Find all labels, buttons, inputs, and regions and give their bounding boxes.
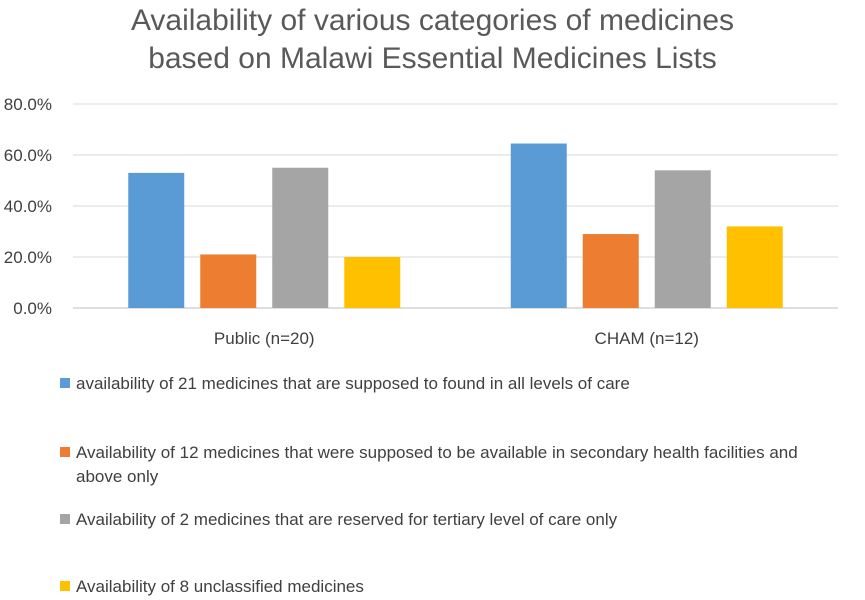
legend-label: Availability of 2 medicines that are res… xyxy=(76,510,618,529)
chart-title: Availability of various categories of me… xyxy=(0,2,865,78)
legend-swatch xyxy=(60,378,70,388)
legend-swatch xyxy=(60,581,70,591)
chart-title-line-1: Availability of various categories of me… xyxy=(130,4,735,37)
y-tick-label: 20.0% xyxy=(4,248,52,267)
x-category-label: CHAM (n=12) xyxy=(595,329,699,348)
bar xyxy=(344,257,401,308)
legend-item: Availability of 2 medicines that are res… xyxy=(60,508,836,532)
legend-swatch xyxy=(60,447,70,457)
bar xyxy=(582,234,639,308)
legend-label: availability of 21 medicines that are su… xyxy=(76,374,630,393)
legend-item: Availability of 8 unclassified medicines xyxy=(60,575,836,599)
bar-chart: 0.0% 20.0% 40.0% 60.0% 80.0% Public (n=20) CHA… xyxy=(4,95,838,348)
bar xyxy=(510,143,567,308)
bar xyxy=(200,254,257,308)
bar xyxy=(726,226,783,308)
legend-label: Availability of 8 unclassified medicines xyxy=(76,577,364,596)
bar xyxy=(128,172,185,308)
legend-item: Availability of 12 medicines that were s… xyxy=(60,441,836,489)
legend-item: availability of 21 medicines that are su… xyxy=(60,372,836,396)
y-tick-label: 40.0% xyxy=(4,197,52,216)
legend-label: Availability of 12 medicines that were s… xyxy=(76,443,798,486)
legend-swatch xyxy=(60,514,70,524)
chart-title-line-2: based on Malawi Essential Medicines List… xyxy=(148,42,717,75)
bar xyxy=(272,167,329,308)
bar xyxy=(654,170,711,308)
y-tick-label: 60.0% xyxy=(4,146,52,165)
y-tick-label: 80.0% xyxy=(4,95,52,114)
y-tick-label: 0.0% xyxy=(13,299,52,318)
x-category-label: Public (n=20) xyxy=(214,329,315,348)
